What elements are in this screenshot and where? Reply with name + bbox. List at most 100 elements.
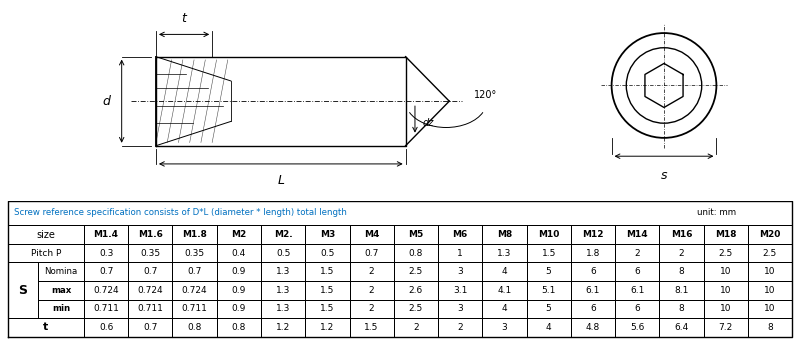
Text: 5.1: 5.1 xyxy=(542,286,556,295)
Text: 0.3: 0.3 xyxy=(99,249,114,258)
Text: 4.8: 4.8 xyxy=(586,323,600,332)
Text: 0.9: 0.9 xyxy=(232,286,246,295)
Text: 0.4: 0.4 xyxy=(232,249,246,258)
Text: dz: dz xyxy=(422,118,434,128)
Text: 2: 2 xyxy=(369,286,374,295)
Text: 2: 2 xyxy=(634,249,640,258)
Text: 6.1: 6.1 xyxy=(586,286,600,295)
Text: 0.8: 0.8 xyxy=(409,249,423,258)
Text: 2.5: 2.5 xyxy=(409,267,423,276)
Text: 0.711: 0.711 xyxy=(93,304,119,313)
Text: 10: 10 xyxy=(764,304,776,313)
Text: 6: 6 xyxy=(590,304,596,313)
Text: 0.7: 0.7 xyxy=(365,249,379,258)
Text: 6: 6 xyxy=(634,304,640,313)
Text: 0.724: 0.724 xyxy=(94,286,119,295)
Text: 4: 4 xyxy=(502,304,507,313)
Text: 8: 8 xyxy=(678,304,684,313)
Text: 1.3: 1.3 xyxy=(276,267,290,276)
Text: 0.711: 0.711 xyxy=(138,304,163,313)
Text: 1.2: 1.2 xyxy=(276,323,290,332)
Text: 0.5: 0.5 xyxy=(276,249,290,258)
Text: 3: 3 xyxy=(458,267,463,276)
Text: 1: 1 xyxy=(458,249,463,258)
Text: 0.7: 0.7 xyxy=(187,267,202,276)
Text: Nomina: Nomina xyxy=(44,267,78,276)
Text: S: S xyxy=(18,284,27,297)
Text: 4.1: 4.1 xyxy=(498,286,511,295)
Text: 1.5: 1.5 xyxy=(320,304,334,313)
Text: t: t xyxy=(182,12,186,25)
Text: 0.7: 0.7 xyxy=(143,323,158,332)
Text: 2: 2 xyxy=(369,304,374,313)
Text: 1.5: 1.5 xyxy=(320,267,334,276)
Text: M6: M6 xyxy=(453,230,468,239)
Text: min: min xyxy=(52,304,70,313)
Text: M8: M8 xyxy=(497,230,512,239)
Text: 0.8: 0.8 xyxy=(187,323,202,332)
Text: 1.3: 1.3 xyxy=(498,249,511,258)
Text: Screw reference specification consists of D*L (diameter * length) total length: Screw reference specification consists o… xyxy=(14,209,347,217)
Text: unit: mm: unit: mm xyxy=(697,209,736,217)
Text: 1.5: 1.5 xyxy=(320,286,334,295)
Text: 3: 3 xyxy=(502,323,507,332)
Text: 8: 8 xyxy=(767,323,773,332)
Text: s: s xyxy=(661,169,667,182)
Text: M2.: M2. xyxy=(274,230,293,239)
Text: t: t xyxy=(43,322,49,332)
Text: 8.1: 8.1 xyxy=(674,286,689,295)
Text: 0.711: 0.711 xyxy=(182,304,207,313)
Text: M18: M18 xyxy=(715,230,737,239)
Text: 3: 3 xyxy=(458,304,463,313)
Text: 3.1: 3.1 xyxy=(453,286,467,295)
Text: 5.6: 5.6 xyxy=(630,323,644,332)
Text: 2.5: 2.5 xyxy=(762,249,777,258)
Text: Pitch P: Pitch P xyxy=(30,249,61,258)
Text: d: d xyxy=(102,95,110,108)
Text: 6: 6 xyxy=(590,267,596,276)
Text: 0.7: 0.7 xyxy=(99,267,114,276)
Text: 4: 4 xyxy=(502,267,507,276)
Text: 0.9: 0.9 xyxy=(232,267,246,276)
Text: M3: M3 xyxy=(320,230,335,239)
Text: 1.8: 1.8 xyxy=(586,249,600,258)
Text: 0.9: 0.9 xyxy=(232,304,246,313)
Text: 1.3: 1.3 xyxy=(276,286,290,295)
Text: M20: M20 xyxy=(759,230,781,239)
Text: 0.724: 0.724 xyxy=(182,286,207,295)
Text: 0.35: 0.35 xyxy=(185,249,205,258)
Text: 0.6: 0.6 xyxy=(99,323,114,332)
Text: 10: 10 xyxy=(720,304,731,313)
Text: 0.5: 0.5 xyxy=(320,249,334,258)
Text: 1.3: 1.3 xyxy=(276,304,290,313)
Text: 2: 2 xyxy=(369,267,374,276)
Text: M5: M5 xyxy=(408,230,423,239)
Text: 10: 10 xyxy=(720,286,731,295)
Text: 2.5: 2.5 xyxy=(409,304,423,313)
Text: 6.1: 6.1 xyxy=(630,286,644,295)
Text: 120°: 120° xyxy=(474,90,498,100)
Text: 0.724: 0.724 xyxy=(138,286,163,295)
Text: 5: 5 xyxy=(546,267,551,276)
Text: 2.5: 2.5 xyxy=(718,249,733,258)
Text: 2: 2 xyxy=(413,323,418,332)
Text: 1.2: 1.2 xyxy=(320,323,334,332)
Text: 1.5: 1.5 xyxy=(365,323,379,332)
Text: max: max xyxy=(51,286,71,295)
Text: 5: 5 xyxy=(546,304,551,313)
Text: 10: 10 xyxy=(764,286,776,295)
Text: M16: M16 xyxy=(670,230,692,239)
Text: 7.2: 7.2 xyxy=(718,323,733,332)
Text: 0.7: 0.7 xyxy=(143,267,158,276)
Text: 0.8: 0.8 xyxy=(232,323,246,332)
Text: 0.35: 0.35 xyxy=(140,249,161,258)
Text: 2: 2 xyxy=(458,323,463,332)
Text: M1.8: M1.8 xyxy=(182,230,207,239)
Text: M4: M4 xyxy=(364,230,379,239)
Text: size: size xyxy=(37,229,55,239)
Text: M1.6: M1.6 xyxy=(138,230,163,239)
Text: M1.4: M1.4 xyxy=(94,230,118,239)
Text: 2: 2 xyxy=(678,249,684,258)
Text: 10: 10 xyxy=(764,267,776,276)
Text: 8: 8 xyxy=(678,267,684,276)
